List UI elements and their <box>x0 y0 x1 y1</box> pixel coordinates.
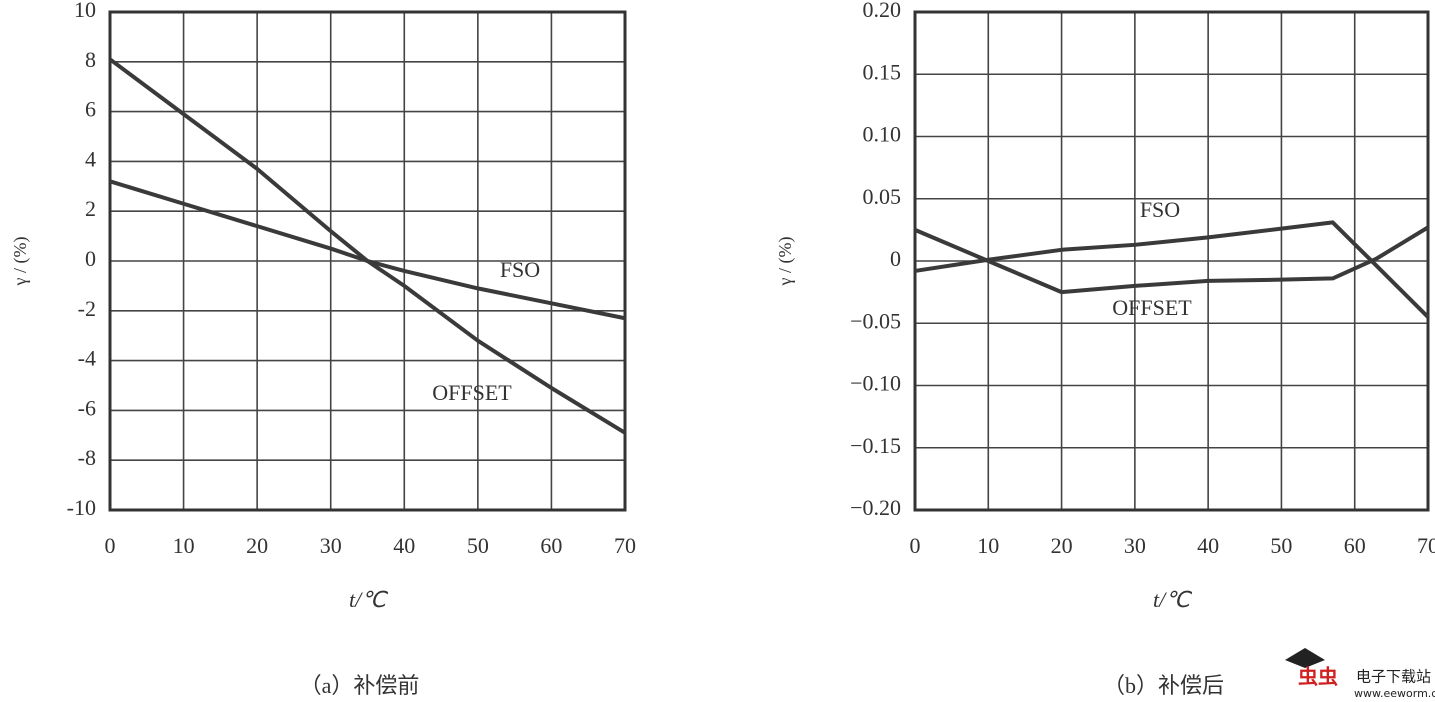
x-axis-label: t/℃ <box>349 587 388 612</box>
watermark-brand: 虫虫 <box>1298 665 1338 689</box>
y-tick-label: -4 <box>78 346 96 371</box>
watermark: 虫虫 电子下载站 www.eeworm.com <box>1285 648 1435 700</box>
x-tick-label: 20 <box>246 533 268 558</box>
series-line <box>914 225 1430 295</box>
y-tick-label: −0.10 <box>850 371 901 396</box>
x-axis-label: t/℃ <box>1153 587 1192 612</box>
x-tick-label: 50 <box>467 533 489 558</box>
series-label: FSO <box>1140 197 1180 222</box>
x-tick-label: 10 <box>977 533 999 558</box>
caption: （b）补偿后 <box>1103 673 1224 698</box>
x-tick-label: 70 <box>614 533 636 558</box>
y-tick-label: 0 <box>890 246 901 271</box>
y-tick-label: 6 <box>85 97 96 122</box>
x-tick-label: 40 <box>393 533 415 558</box>
series-label: OFFSET <box>432 380 512 405</box>
y-tick-label: 0.10 <box>863 122 902 147</box>
y-tick-label: 2 <box>85 196 96 221</box>
caption: （a）补偿前 <box>300 673 420 698</box>
y-tick-label: 0.20 <box>863 0 902 22</box>
x-tick-label: 60 <box>540 533 562 558</box>
y-tick-label: −0.05 <box>850 308 901 333</box>
x-tick-label: 20 <box>1051 533 1073 558</box>
series-line <box>109 179 626 321</box>
y-tick-label: 4 <box>85 146 96 171</box>
series-line <box>914 220 1430 319</box>
y-tick-label: −0.15 <box>850 433 901 458</box>
y-tick-label: -8 <box>78 445 96 470</box>
series-line <box>108 57 627 435</box>
x-tick-label: 30 <box>1124 533 1146 558</box>
x-tick-label: 0 <box>105 533 116 558</box>
y-tick-label: -10 <box>67 495 96 520</box>
x-tick-label: 10 <box>173 533 195 558</box>
y-axis-label: γ / (%) <box>10 237 31 287</box>
series-label: FSO <box>500 257 540 282</box>
y-axis-label: γ / (%) <box>775 237 796 287</box>
y-tick-label: -2 <box>78 296 96 321</box>
y-tick-label: -6 <box>78 395 96 420</box>
x-tick-label: 40 <box>1197 533 1219 558</box>
series-label: OFFSET <box>1112 295 1192 320</box>
x-tick-label: 30 <box>320 533 342 558</box>
chart: 0 10 20 30 40 50 60 70 −0.20 −0.15 −0.10 −0.05 0 0.05… <box>775 0 1435 698</box>
watermark-site: 电子下载站 <box>1356 668 1431 686</box>
y-tick-label: −0.20 <box>850 495 901 520</box>
x-tick-label: 0 <box>910 533 921 558</box>
y-tick-label: 10 <box>74 0 96 22</box>
y-tick-label: 0 <box>85 246 96 271</box>
x-tick-label: 50 <box>1270 533 1292 558</box>
plot-frame <box>913 10 1430 512</box>
watermark-url: www.eeworm.com <box>1354 687 1435 700</box>
x-tick-label: 70 <box>1417 533 1435 558</box>
plot-frame <box>108 10 627 512</box>
x-tick-label: 60 <box>1344 533 1366 558</box>
y-tick-label: 8 <box>85 47 96 72</box>
y-tick-label: 0.15 <box>863 59 902 84</box>
y-tick-label: 0.05 <box>863 184 902 209</box>
chart: 0 10 20 30 40 50 60 70 -10 -8 -6 -4 -2 0 2 4 6 8 10 FSO OFFS… <box>10 0 636 698</box>
logo-icon <box>1285 648 1325 668</box>
